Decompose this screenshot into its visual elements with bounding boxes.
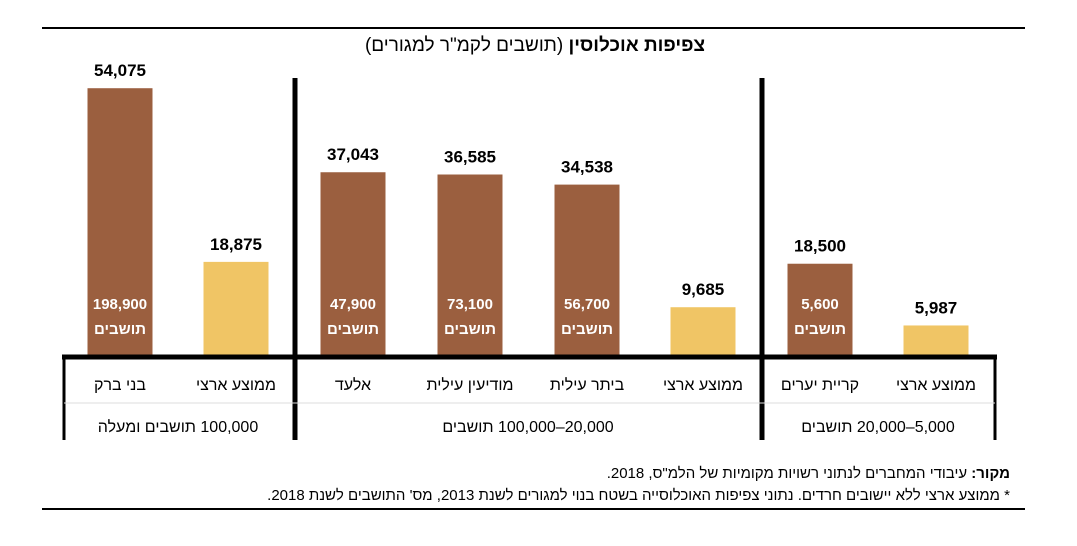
residents-count: 198,900	[93, 296, 147, 313]
value-label: 18,500	[794, 237, 846, 256]
value-label: 54,075	[94, 61, 146, 80]
bar	[203, 261, 269, 355]
group-label: 20,000–100,000 תושבים	[442, 419, 613, 436]
group-label: 5,000–20,000 תושבים	[801, 419, 955, 436]
source-note: מקור: עיבודי המחברים לנתוני רשויות מקומי…	[607, 465, 1010, 482]
residents-unit: תושבים	[444, 321, 496, 338]
title-rest: (תושבים לקמ"ר למגורים)	[365, 35, 563, 56]
title-bold: צפיפות אוכלוסין	[569, 35, 706, 56]
bar	[554, 184, 620, 355]
footnote: * ממוצע ארצי ללא יישובים חרדים. נתוני צפ…	[267, 487, 1010, 504]
residents-unit: תושבים	[561, 321, 613, 338]
category-label: ממוצע ארצי	[196, 377, 276, 394]
chart-title: צפיפות אוכלוסין (תושבים לקמ"ר למגורים)	[365, 35, 705, 56]
source-label: מקור:	[971, 465, 1010, 482]
value-label: 34,538	[561, 158, 613, 177]
value-label: 36,585	[444, 148, 496, 167]
group-label: 100,000 תושבים ומעלה	[98, 418, 259, 436]
residents-unit: תושבים	[94, 321, 146, 338]
bar	[670, 307, 736, 355]
category-label: ביתר עילית	[550, 376, 625, 394]
residents-count: 73,100	[447, 296, 493, 313]
value-label: 5,987	[915, 298, 958, 317]
bar	[87, 88, 153, 355]
category-label: קריית יערים	[781, 377, 859, 394]
residents-unit: תושבים	[327, 321, 379, 338]
category-label: מודיעין עילית	[426, 376, 513, 394]
category-label: בני ברק	[94, 377, 146, 394]
bar	[320, 172, 386, 355]
bar	[437, 174, 503, 355]
value-label: 18,875	[210, 235, 262, 254]
bar	[903, 325, 969, 355]
residents-unit: תושבים	[794, 321, 846, 338]
source-text: עיבודי המחברים לנתוני רשויות מקומיות של …	[607, 465, 972, 482]
residents-count: 47,900	[330, 296, 376, 313]
bar	[787, 263, 853, 355]
category-label: אלעד	[335, 376, 371, 394]
residents-count: 5,600	[801, 296, 839, 313]
category-label: ממוצע ארצי	[663, 377, 743, 394]
residents-count: 56,700	[564, 296, 610, 313]
value-label: 37,043	[327, 145, 379, 164]
category-label: ממוצע ארצי	[896, 377, 976, 394]
value-label: 9,685	[682, 280, 725, 299]
